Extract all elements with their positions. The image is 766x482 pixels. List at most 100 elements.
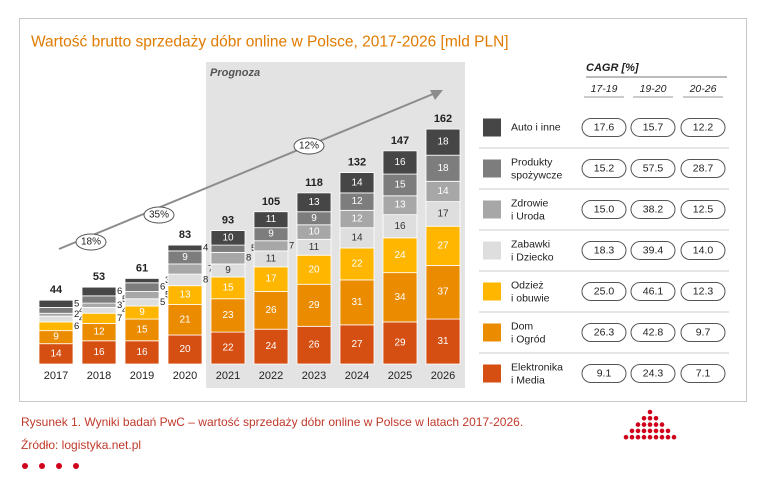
cagr-value: 38.2 (643, 204, 664, 216)
bar-segment (210, 244, 246, 253)
x-tick-label: 2024 (345, 370, 369, 382)
bar-segment (124, 282, 160, 292)
bar-segment-label: 14 (351, 232, 363, 243)
cagr-value-pill (581, 200, 627, 219)
bar-segment (210, 298, 246, 333)
bar-segment-label: 14 (437, 186, 449, 197)
cagr-value-pill (630, 241, 676, 260)
bar-segment (81, 295, 117, 304)
bar-segment-label: 9 (53, 332, 59, 343)
bar-total-label: 93 (222, 215, 234, 227)
legend-label: Odzież (511, 280, 544, 292)
bar-segment-label: 7 (289, 240, 294, 251)
cagr-value: 39.4 (643, 245, 664, 257)
bar-segment-label: 16 (394, 221, 406, 232)
cagr-value: 12.2 (693, 122, 714, 134)
x-tick-label: 2026 (431, 370, 455, 382)
logo-dot (665, 434, 671, 440)
bar-segment-label: 8 (203, 274, 208, 285)
logo-dot (629, 434, 635, 440)
bar-total-label: 132 (348, 157, 366, 169)
legend-label: i obuwie (511, 293, 550, 305)
cagr-value: 26.3 (594, 327, 615, 339)
chart-figure: Wartość brutto sprzedaży dóbr online w P… (19, 18, 747, 402)
logo-dot (641, 434, 647, 440)
cagr-value-pill (581, 118, 627, 137)
bar-segment (253, 291, 289, 330)
bar-segment-label: 15 (222, 282, 234, 293)
x-tick-label: 2023 (302, 370, 326, 382)
dot-icon (73, 463, 79, 469)
bar-total-label: 162 (434, 113, 452, 125)
bar-segment (167, 334, 203, 365)
bar-segment-label: 24 (394, 250, 406, 261)
bar-segment (253, 328, 289, 365)
cagr-column-header: 20-26 (689, 83, 717, 95)
bar-segment-label: 14 (351, 177, 363, 188)
x-tick-label: 2020 (173, 370, 197, 382)
bar-segment (296, 283, 332, 327)
x-tick-label: 2017 (44, 370, 68, 382)
cagr-value-pill (581, 159, 627, 178)
x-tick-label: 2022 (259, 370, 283, 382)
bar-segment-label: 6 (117, 286, 122, 297)
cagr-column-header: 19-20 (640, 83, 667, 95)
bar-segment (167, 244, 203, 252)
legend-label: Elektronika (511, 362, 563, 374)
bar-segment (81, 312, 117, 324)
logo-dot (647, 434, 653, 440)
cagr-table-title: CAGR [%] (586, 62, 639, 74)
cagr-value: 15.0 (594, 204, 615, 216)
cagr-value: 28.7 (693, 163, 714, 175)
bar-segment-label: 11 (309, 242, 320, 253)
bar-segment-label: 11 (266, 253, 277, 264)
bar-total-label: 147 (391, 135, 409, 147)
cagr-value: 15.2 (594, 163, 615, 175)
decorative-dots (22, 463, 79, 469)
bar-total-label: 105 (262, 196, 280, 208)
bar-segment-label: 12 (351, 196, 363, 207)
bar-segment-label: 11 (266, 214, 277, 225)
legend-swatch (483, 282, 501, 301)
chart-svg: Wartość brutto sprzedaży dóbr online w P… (19, 18, 747, 402)
bar-segment (167, 273, 203, 287)
bar-segment-label: 10 (222, 232, 234, 243)
cagr-value-pill (680, 159, 726, 178)
bar-segment (425, 264, 461, 320)
dot-icon (39, 463, 45, 469)
cagr-value-pill (680, 364, 726, 383)
cagr-value: 17.6 (594, 122, 615, 134)
legend-swatch (483, 200, 501, 219)
bar-segment-label: 9 (182, 252, 188, 263)
bar-segment-label: 2 (74, 309, 79, 320)
cagr-value-pill (581, 364, 627, 383)
logo-dot (653, 422, 659, 427)
cagr-value: 18.3 (594, 245, 615, 257)
cagr-value: 7.1 (696, 368, 711, 380)
logo-dot (671, 434, 677, 440)
bar-segment-label: 20 (308, 264, 320, 275)
legend-swatch (483, 118, 501, 137)
bar-total-label: 61 (136, 262, 148, 274)
logo-dot (653, 434, 659, 440)
cagr-value-pill (630, 159, 676, 178)
logo-dot (659, 434, 665, 440)
bar-segment-label: 7 (117, 313, 122, 324)
bar-segment-label: 9 (268, 229, 274, 240)
bar-segment (81, 286, 117, 297)
legend-label: spożywcze (511, 170, 563, 182)
bar-segment-label: 13 (308, 197, 320, 208)
bar-segment-label: 34 (394, 292, 406, 303)
bar-segment (167, 263, 203, 275)
bar-segment-label: 9 (225, 265, 231, 276)
dotted-triangle-logo-icon (623, 409, 677, 440)
bar-segment (253, 240, 289, 252)
bar-total-label: 53 (93, 271, 105, 283)
trend-arrow-line (58, 93, 434, 250)
bar-segment-label: 16 (136, 347, 148, 358)
x-tick-label: 2019 (130, 370, 154, 382)
cagr-column-header: 17-19 (591, 83, 618, 95)
logo-dot (647, 428, 653, 434)
cagr-value-pill (680, 200, 726, 219)
bar-segment-label: 18 (437, 163, 449, 174)
